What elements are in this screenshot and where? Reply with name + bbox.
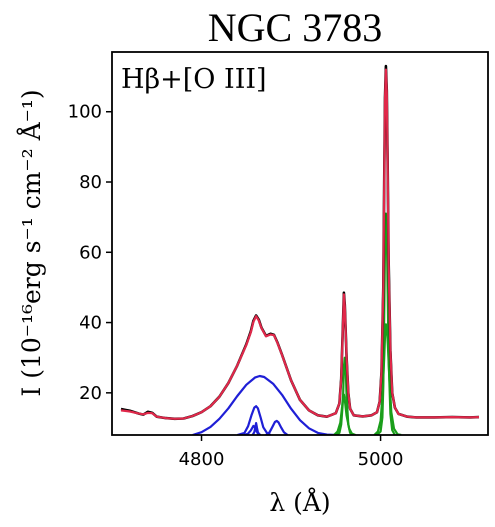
x-axis-label: λ (Å) xyxy=(269,487,330,517)
y-axis-label: I (10⁻¹⁶erg s⁻¹ cm⁻² Å⁻¹) xyxy=(16,89,46,396)
series-line-3 xyxy=(236,405,272,435)
plot-frame xyxy=(111,51,489,436)
tick-layer: 4800 5000 20 40 60 80 100 xyxy=(68,102,404,470)
series-line-2 xyxy=(192,374,336,435)
x-tick-label-5000: 5000 xyxy=(358,449,404,470)
line-annotation: Hβ+[O III] xyxy=(121,64,267,95)
series-line-6 xyxy=(251,422,261,435)
y-tick-label-20: 20 xyxy=(79,383,102,404)
series-layer xyxy=(120,64,480,435)
y-tick-label-100: 100 xyxy=(68,102,102,123)
series-line-4 xyxy=(265,419,289,435)
series-line-1 xyxy=(120,68,480,420)
series-line-10 xyxy=(376,212,396,435)
series-line-9 xyxy=(373,323,402,435)
x-tick-label-4800: 4800 xyxy=(179,449,225,470)
y-tick-label-80: 80 xyxy=(79,172,102,193)
series-line-0 xyxy=(120,64,480,421)
y-tick-label-40: 40 xyxy=(79,313,102,334)
series-line-8 xyxy=(335,356,355,435)
y-tick-label-60: 60 xyxy=(79,242,102,263)
chart-title: NGC 3783 xyxy=(208,5,382,50)
